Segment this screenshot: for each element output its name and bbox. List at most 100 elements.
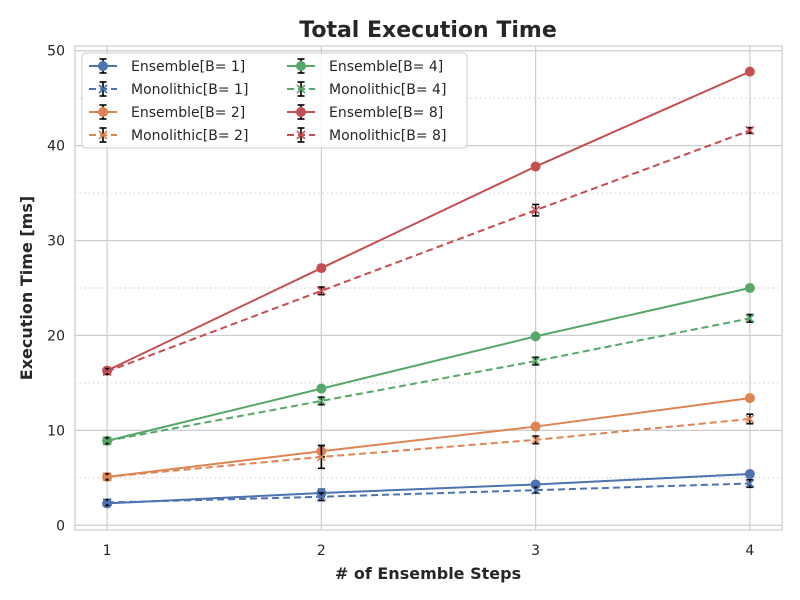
legend-label: Monolithic[B= 1]	[131, 82, 248, 98]
data-point	[316, 263, 327, 274]
marker-stroke	[531, 485, 541, 495]
tick-layer: 0 10 20 30 40 50 1 2 3 4	[47, 44, 754, 559]
legend-item: Ensemble[B= 1]	[89, 58, 245, 75]
series-line	[106, 70, 751, 372]
data-point	[745, 125, 755, 136]
data-point	[745, 313, 755, 323]
y-axis-label: Execution Time [ms]	[17, 196, 36, 380]
legend-marker	[296, 61, 306, 71]
marker-stroke	[296, 84, 306, 94]
series-monolithic-b-2	[102, 413, 755, 482]
x-tick-label: 1	[103, 543, 112, 559]
data-point	[744, 393, 755, 404]
marker-stroke	[531, 356, 541, 366]
data-point	[102, 366, 112, 377]
series-monolithic-b-1	[102, 478, 755, 508]
legend-item: Monolithic[B= 8]	[287, 127, 446, 144]
series-monolithic-b-4	[102, 313, 755, 446]
marker-stroke	[745, 313, 755, 323]
series-line	[106, 287, 751, 442]
data-point	[744, 283, 755, 293]
data-point	[316, 492, 326, 502]
legend: Ensemble[B= 1] Monolithic[B= 1] Ensemble[B…	[81, 52, 468, 149]
x-tick-label: 4	[745, 543, 754, 559]
data-point	[316, 396, 326, 406]
x-tick-label: 3	[531, 543, 540, 559]
data-point	[316, 383, 327, 394]
data-point	[530, 331, 541, 342]
y-tick-label: 30	[47, 234, 65, 250]
legend-item: Ensemble[B= 4]	[287, 58, 443, 75]
marker-stroke	[316, 396, 326, 406]
marker-stroke	[102, 497, 112, 508]
y-tick-label: 40	[47, 139, 65, 155]
y-tick-label: 10	[47, 423, 65, 439]
series-line	[107, 397, 750, 478]
series-monolithic-b-8	[102, 125, 755, 377]
y-tick-label: 20	[47, 328, 65, 344]
data-point	[531, 356, 541, 366]
series-line	[106, 129, 751, 373]
marker-stroke	[316, 286, 326, 296]
legend-item: Ensemble[B= 2]	[89, 104, 245, 121]
legend-label: Monolithic[B= 4]	[329, 82, 446, 98]
legend-item: Monolithic[B= 1]	[89, 81, 248, 98]
marker-stroke	[98, 84, 108, 94]
series-ensemble-b-4	[102, 283, 755, 446]
series-line	[107, 417, 750, 478]
marker-stroke	[102, 436, 112, 446]
legend-marker	[98, 61, 108, 71]
legend-label: Ensemble[B= 2]	[131, 105, 245, 121]
marker-stroke	[102, 472, 112, 482]
legend-marker	[296, 130, 306, 140]
plot-area-border	[74, 45, 783, 531]
y-tick-label: 0	[56, 518, 65, 534]
legend-box	[81, 52, 468, 149]
legend-label: Ensemble[B= 1]	[131, 59, 245, 75]
data-point	[744, 66, 755, 77]
series-ensemble-b-8	[102, 66, 755, 376]
data-point	[316, 286, 326, 296]
x-tick-label: 2	[317, 543, 326, 559]
legend-marker	[98, 107, 108, 117]
series-layer	[102, 66, 755, 509]
x-axis-label: # of Ensemble Steps	[335, 564, 521, 583]
legend-marker	[98, 130, 108, 140]
data-point	[531, 435, 541, 445]
data-point	[744, 469, 755, 480]
data-point	[102, 472, 112, 482]
data-point	[745, 478, 755, 489]
legend-item: Monolithic[B= 2]	[89, 127, 248, 144]
data-point	[530, 421, 541, 432]
data-point	[530, 161, 541, 172]
legend-label: Monolithic[B= 2]	[131, 128, 248, 144]
data-point	[531, 485, 541, 495]
data-point	[316, 452, 326, 462]
marker-stroke	[98, 130, 108, 140]
y-tick-label: 50	[47, 44, 65, 60]
marker-stroke	[296, 130, 306, 140]
legend-label: Ensemble[B= 4]	[329, 59, 443, 75]
marker-stroke	[102, 366, 112, 377]
marker-stroke	[745, 125, 755, 136]
legend-marker	[296, 84, 306, 94]
marker-stroke	[531, 205, 541, 215]
chart-title: Total Execution Time	[299, 18, 557, 43]
data-point	[102, 497, 112, 508]
marker-stroke	[316, 452, 326, 462]
data-point	[531, 205, 541, 215]
legend-item: Monolithic[B= 4]	[287, 81, 446, 98]
series-line	[107, 482, 750, 504]
marker-stroke	[745, 478, 755, 489]
marker-stroke	[316, 492, 326, 502]
plot-frame	[74, 45, 783, 531]
legend-label: Monolithic[B= 8]	[329, 128, 446, 144]
legend-item: Ensemble[B= 8]	[287, 104, 443, 121]
legend-label: Ensemble[B= 8]	[329, 105, 443, 121]
marker-stroke	[745, 414, 755, 424]
data-point	[102, 436, 112, 446]
marker-stroke	[531, 435, 541, 445]
data-point	[745, 414, 755, 424]
legend-marker	[296, 107, 306, 117]
